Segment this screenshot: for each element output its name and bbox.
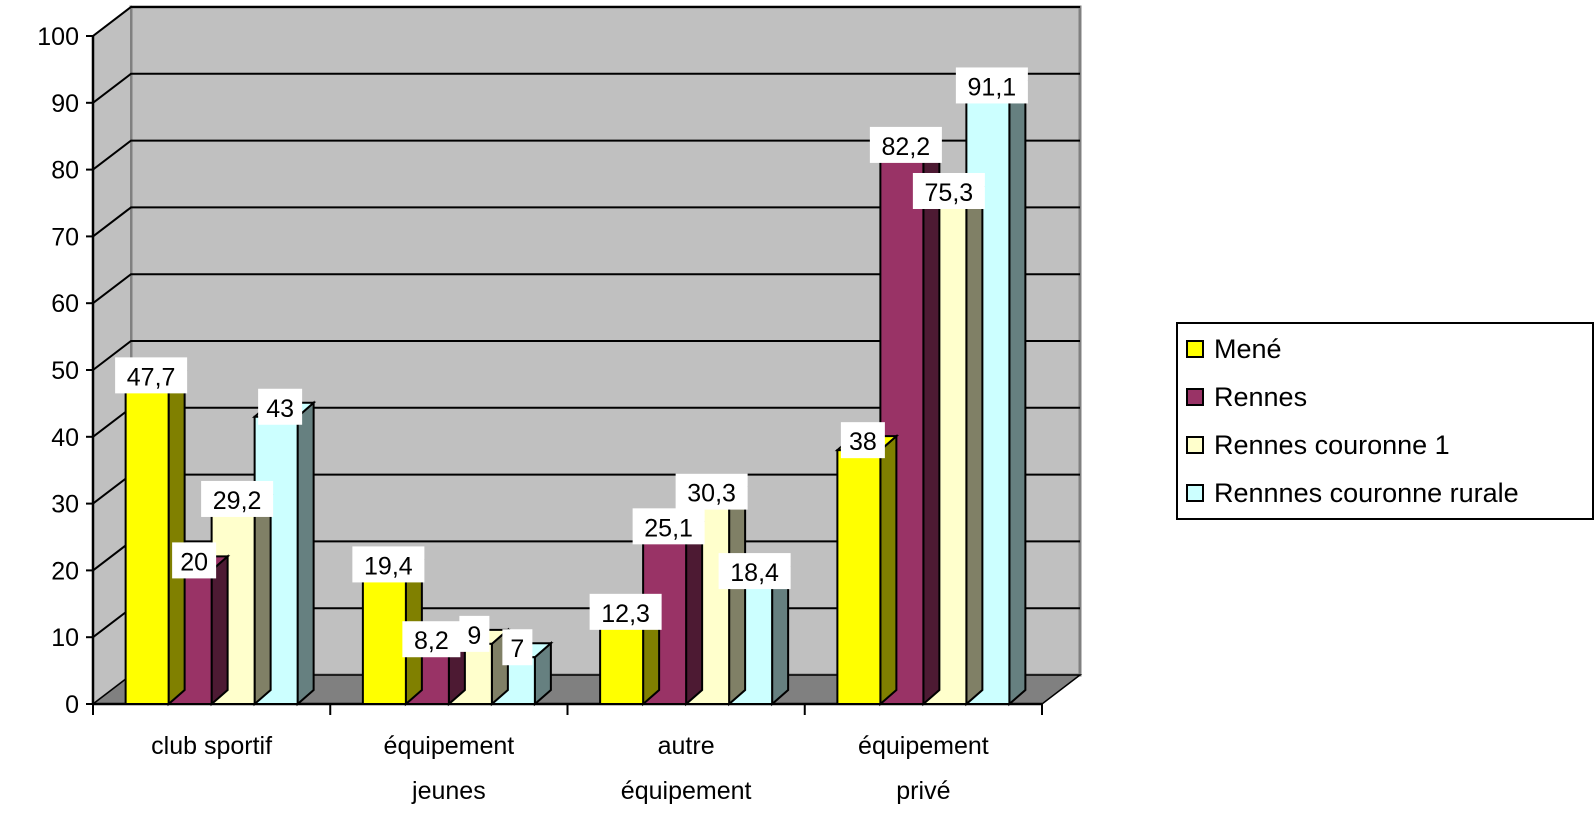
x-tick-label: privé [896, 777, 950, 805]
y-tick-label: 50 [51, 357, 79, 385]
y-tick-label: 100 [37, 23, 79, 51]
gridline [92, 6, 1080, 37]
legend-label: Mené [1214, 333, 1282, 364]
bar-side [965, 184, 984, 707]
legend-item-rennes-couronne-1: Rennes couronne 1 [1186, 425, 1450, 465]
data-label: 20 [180, 548, 208, 576]
data-label-bg [201, 480, 274, 517]
x-tick-label: autre [658, 732, 715, 760]
data-label-bg [675, 473, 748, 510]
bar-side [728, 485, 747, 707]
data-labels: 47,7 19,4 12,3 38 20 8,2 25,1 82,2 29,2 9 30,3 75,3… [115, 67, 1028, 666]
data-label-bg [258, 388, 303, 425]
data-label-bg [840, 422, 885, 459]
data-label: 91,1 [968, 73, 1017, 101]
data-label-bg [869, 126, 942, 163]
bar-side [167, 369, 186, 707]
x-tick-label: équipement [621, 777, 752, 805]
gridline [92, 139, 1080, 171]
data-label-bg [459, 615, 490, 652]
bar [361, 573, 407, 706]
y-tick-label: 10 [51, 624, 79, 652]
gridline [92, 206, 1080, 238]
data-label-bg [955, 67, 1028, 104]
data-label-bg [718, 553, 791, 590]
data-label: 30,3 [687, 480, 736, 508]
legend-label: Rennnes couronne rurale [1214, 477, 1519, 508]
data-label-bg [589, 593, 662, 630]
bar-side [922, 138, 941, 707]
data-label: 18,4 [730, 559, 779, 587]
y-tick-label: 20 [51, 557, 79, 585]
legend-item-mene: Mené [1186, 329, 1282, 369]
data-label: 75,3 [925, 179, 974, 207]
legend-label: Rennes couronne 1 [1214, 429, 1450, 460]
legend-swatch-rennes [1186, 388, 1204, 406]
x-tick-label: équipement [858, 732, 989, 760]
data-label: 47,7 [127, 363, 176, 391]
x-tick-label: équipement [384, 732, 515, 760]
data-label-bg [172, 542, 217, 579]
y-tick-label: 0 [65, 691, 79, 719]
data-label-bg [632, 508, 705, 545]
bar-side [210, 554, 229, 707]
x-tick-label: jeunes [411, 777, 486, 805]
data-label: 38 [849, 428, 877, 456]
data-label: 19,4 [364, 552, 413, 580]
data-label: 9 [467, 622, 481, 650]
y-tick-label: 30 [51, 491, 79, 519]
bar-side [296, 400, 315, 707]
legend-item-rennes: Rennes [1186, 377, 1307, 417]
bar-side [879, 433, 898, 707]
data-label: 82,2 [882, 133, 931, 161]
y-tick-label: 80 [51, 157, 79, 185]
data-label: 29,2 [213, 487, 262, 515]
legend-swatch-rennnes-couronne-rurale [1186, 484, 1204, 502]
data-label: 25,1 [644, 514, 693, 542]
y-tick-label: 40 [51, 424, 79, 452]
data-label-bg [912, 172, 985, 209]
data-label-bg [402, 621, 461, 658]
y-tick-label: 70 [51, 223, 79, 251]
data-label-bg [352, 546, 425, 583]
legend-swatch-mene [1186, 340, 1204, 358]
y-tick-label: 60 [51, 290, 79, 318]
data-label: 7 [510, 635, 524, 663]
bar [836, 449, 882, 705]
legend-label: Rennes [1214, 381, 1308, 412]
legend-swatch-rennes-couronne-1 [1186, 436, 1204, 454]
data-label: 43 [266, 395, 294, 423]
gridline [92, 72, 1080, 104]
data-label-bg [115, 357, 188, 394]
bar-side [253, 492, 272, 707]
x-tick-label: club sportif [151, 732, 272, 760]
gridline [92, 273, 1080, 304]
gridlines [92, 6, 1080, 638]
legend-item-rennnes-couronne-rurale: Rennnes couronne rurale [1186, 473, 1519, 513]
bar [124, 384, 170, 705]
gridline [92, 340, 1080, 371]
legend: Mené Rennes Rennes couronne 1 Rennnes co… [1176, 322, 1594, 520]
y-tick-label: 90 [51, 90, 79, 118]
data-label: 8,2 [414, 627, 449, 655]
data-label-bg [502, 629, 533, 666]
data-label: 12,3 [601, 600, 650, 628]
axes: 0 10 20 30 40 50 60 70 80 90 100 club sportif équipe… [37, 23, 1043, 805]
bar [599, 620, 645, 705]
bar-side [685, 520, 704, 707]
bar-side [1008, 79, 1027, 707]
